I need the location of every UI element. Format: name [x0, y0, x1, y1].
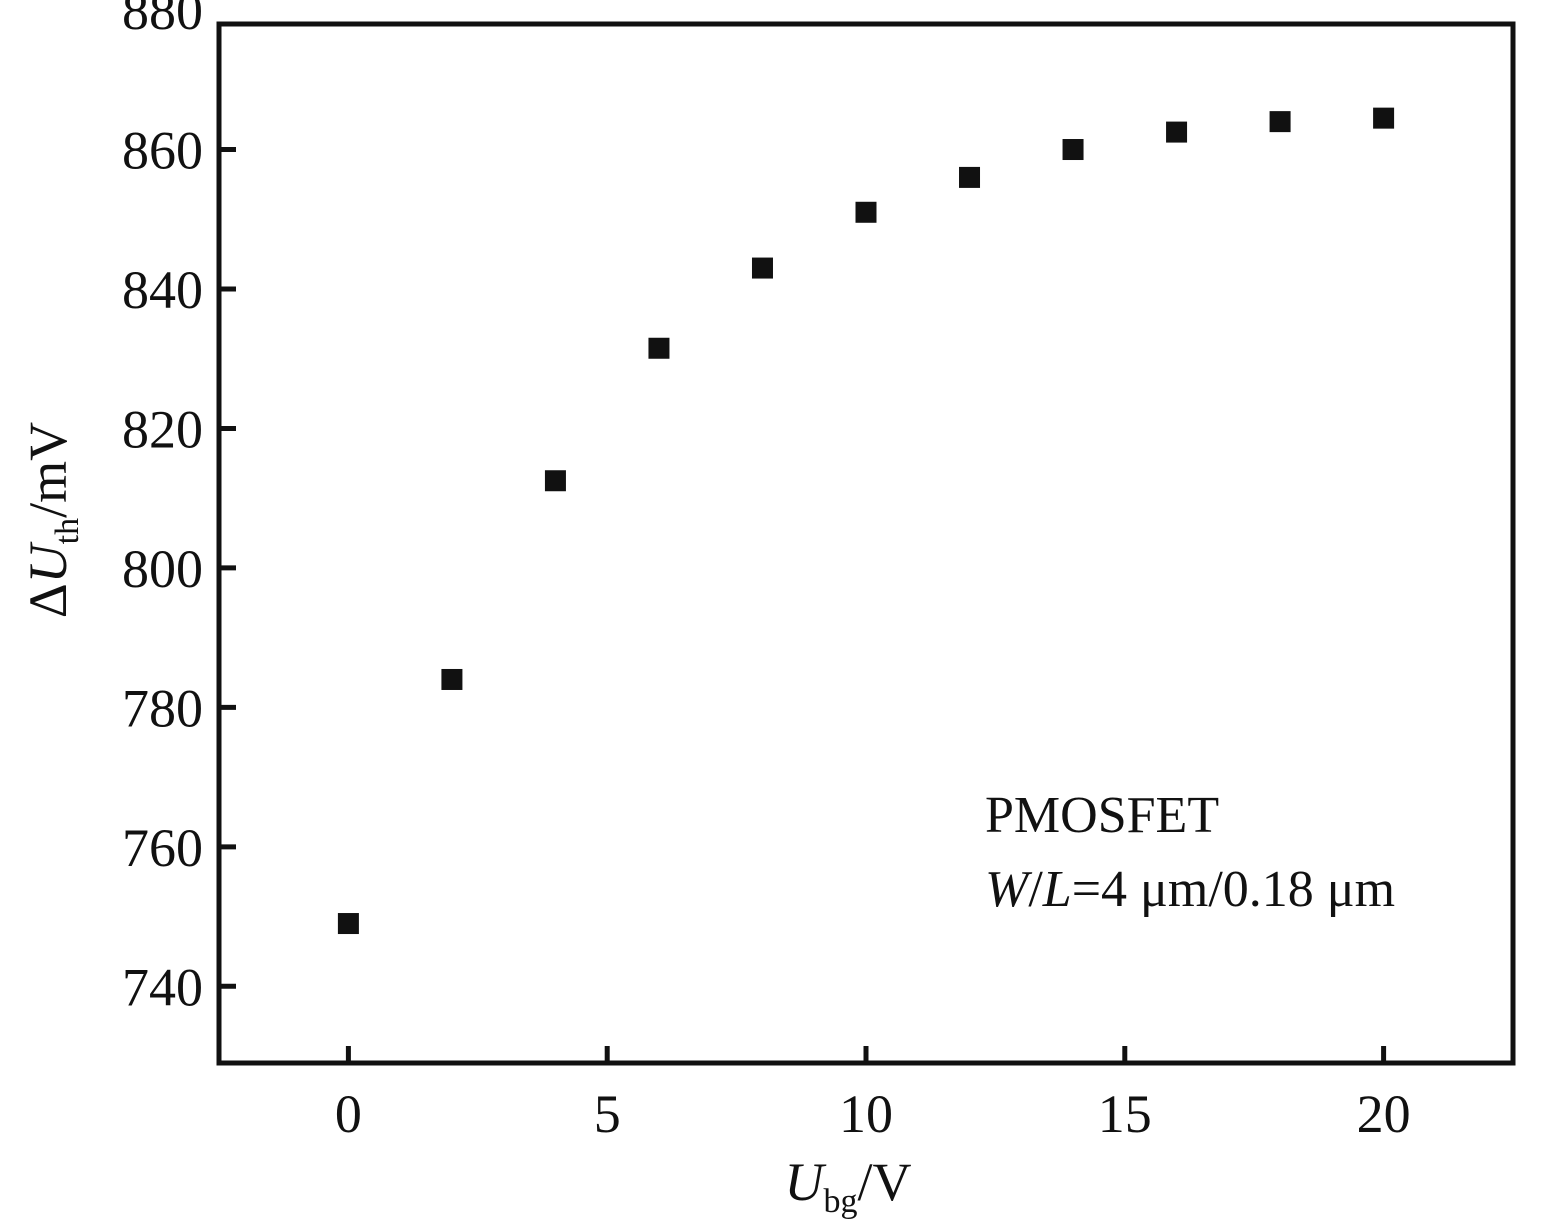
y-tick-label: 740: [122, 957, 203, 1017]
data-point: [959, 166, 981, 188]
axis-ticks: [219, 147, 1387, 1063]
data-point: [544, 470, 566, 492]
x-axis-label: Ubg/V: [785, 1152, 912, 1220]
data-points: [337, 107, 1395, 935]
x-tick-label: 20: [1357, 1084, 1411, 1144]
plot-frame: [216, 21, 1516, 1066]
annotation-device: PMOSFET: [985, 787, 1219, 844]
x-tick-label: 10: [839, 1084, 893, 1144]
data-point: [1062, 139, 1084, 161]
x-tick-label: 15: [1098, 1084, 1152, 1144]
y-tick-label: 860: [122, 121, 203, 181]
y-tick-label: 800: [122, 539, 203, 599]
y-tick-label: 880: [122, 0, 203, 41]
data-point: [1269, 111, 1291, 133]
x-tick-label: 0: [335, 1084, 362, 1144]
data-point: [337, 913, 359, 935]
y-axis-label: ΔUth/mV: [18, 422, 86, 618]
data-point: [441, 668, 463, 690]
y-tick-label: 840: [122, 260, 203, 320]
y-tick-label: 760: [122, 818, 203, 878]
annotation-geometry: W/L=4 μm/0.18 μm: [985, 861, 1395, 918]
y-tick-label: 780: [122, 678, 203, 738]
data-point: [1373, 107, 1395, 129]
data-point: [1166, 121, 1188, 143]
axis-tick-labels: 0 5 10 15 20 740 760 780 800 820 840 860 880: [122, 0, 1411, 1144]
x-tick-label: 5: [594, 1084, 621, 1144]
data-point: [648, 337, 670, 359]
data-point: [751, 257, 773, 279]
data-point: [855, 201, 877, 223]
y-tick-label: 820: [122, 399, 203, 459]
